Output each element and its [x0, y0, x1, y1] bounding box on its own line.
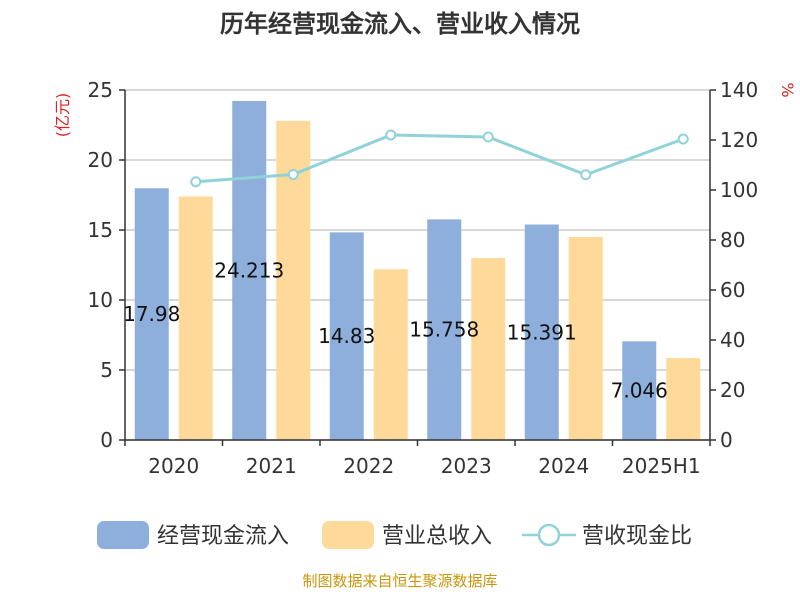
ratio-point-2020	[190, 176, 202, 188]
axes: 0 5 10 15 20 25 0 20 40 60 80 100 120 140 2020 2021 2022…	[88, 78, 759, 478]
x-tick-label-2021: 2021	[246, 454, 297, 478]
data-labels: 17.98 24.213 14.83 15.758 15.391 7.046	[123, 259, 668, 403]
revenue-bar-2025H1	[666, 358, 701, 440]
revenue-bar-2020	[178, 196, 213, 440]
right-tick-label-120: 120	[720, 128, 758, 152]
right-tick-label-60: 60	[720, 278, 745, 302]
cash-inflow-bar-2021	[232, 101, 267, 440]
revenue-bar-2022	[373, 269, 408, 440]
left-tick-label-25: 25	[88, 78, 113, 102]
legend-cash-inflow-text: 经营现金流入	[157, 524, 289, 549]
cash-inflow-label-2022: 14.83	[318, 324, 375, 348]
revenue-bar-2024	[568, 237, 603, 440]
ratio-point-2021	[287, 169, 299, 180]
x-tick-label-2025H1: 2025H1	[622, 454, 701, 478]
revenue-bar-2023	[471, 258, 506, 440]
left-tick-label-0: 0	[100, 428, 113, 452]
right-tick-label-40: 40	[720, 328, 745, 352]
left-tick-label-20: 20	[88, 148, 113, 172]
x-tick-label-2023: 2023	[441, 454, 492, 478]
cash-inflow-bar-2025H1	[622, 341, 657, 440]
cash-inflow-label-2025H1: 7.046	[611, 379, 668, 403]
cash-inflow-label-2023: 15.758	[409, 318, 479, 342]
legend: 经营现金流入 营业总收入 营收现金比	[97, 521, 692, 549]
ratio-point-2023	[482, 131, 494, 143]
left-tick-label-15: 15	[88, 218, 113, 242]
left-axis-unit: (亿元)	[53, 93, 72, 138]
legend-revenue-swatch	[322, 521, 374, 549]
x-tick-label-2022: 2022	[343, 454, 394, 478]
cash-inflow-label-2020: 17.98	[123, 302, 180, 326]
legend-ratio-marker	[537, 523, 561, 547]
cash-inflow-bar-2023	[427, 219, 462, 440]
ratio-point-2024	[580, 169, 592, 181]
cash-inflow-bar-2024	[524, 224, 559, 440]
left-tick-label-5: 5	[100, 358, 113, 382]
ratio-line	[190, 129, 689, 188]
x-tick-label-2024: 2024	[538, 454, 589, 478]
right-tick-label-0: 0	[720, 428, 733, 452]
right-tick-label-80: 80	[720, 228, 745, 252]
cash-inflow-bar-2020	[134, 188, 169, 440]
chart-title: 历年经营现金流入、营业收入情况	[220, 10, 580, 38]
bars	[134, 101, 701, 441]
legend-cash-inflow-swatch	[97, 521, 149, 549]
legend-ratio-text: 营收现金比	[582, 524, 692, 549]
cash-inflow-label-2024: 15.391	[507, 320, 577, 344]
right-tick-label-20: 20	[720, 378, 745, 402]
cash-inflow-label-2021: 24.213	[214, 259, 284, 283]
right-axis-unit: %	[778, 82, 797, 97]
cash-inflow-bar-2022	[329, 232, 364, 440]
x-tick-label-2020: 2020	[148, 454, 199, 478]
right-tick-label-140: 140	[720, 78, 758, 102]
ratio-line-path	[195, 133, 684, 184]
ratio-point-2022	[385, 129, 397, 141]
right-tick-label-100: 100	[720, 178, 758, 202]
source-note: 制图数据来自恒生聚源数据库	[302, 572, 497, 590]
legend-revenue-text: 营业总收入	[382, 524, 492, 549]
ratio-point-2025H1	[677, 133, 689, 145]
left-tick-label-10: 10	[88, 288, 113, 312]
